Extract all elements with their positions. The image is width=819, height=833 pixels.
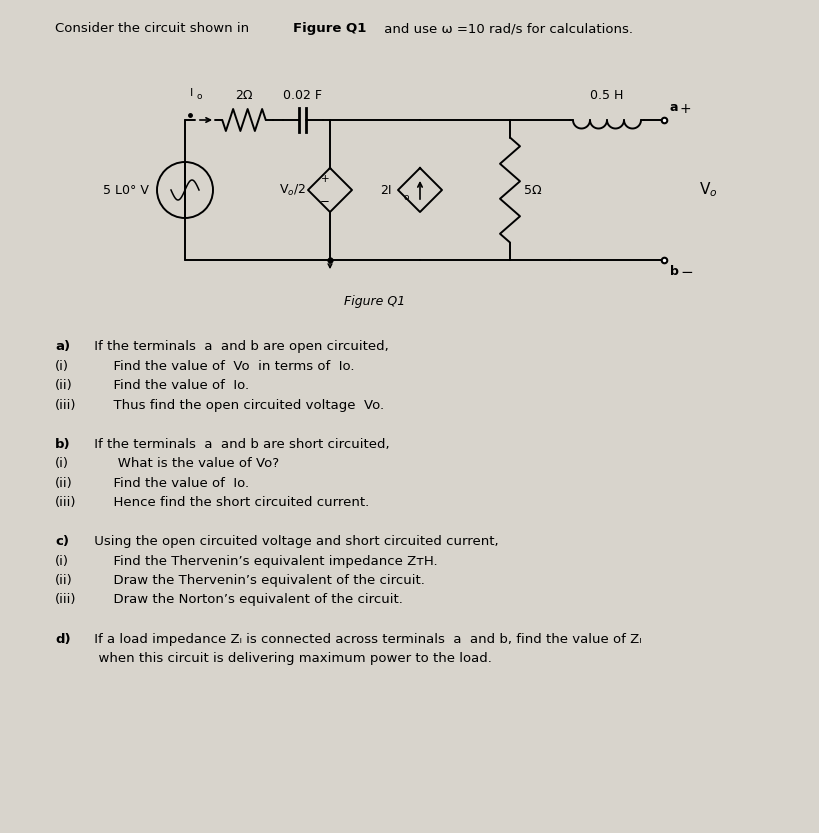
- Text: +: +: [679, 102, 690, 116]
- Text: b: b: [669, 265, 678, 278]
- Text: (iii): (iii): [55, 593, 76, 606]
- Text: I: I: [190, 88, 193, 98]
- Text: If a load impedance Zₗ is connected across terminals  a  and b, find the value o: If a load impedance Zₗ is connected acro…: [90, 632, 640, 646]
- Text: What is the value of Vo?: What is the value of Vo?: [105, 457, 278, 470]
- Text: +: +: [320, 174, 329, 184]
- Text: Figure Q1: Figure Q1: [344, 295, 405, 308]
- Text: Find the value of  Vo  in terms of  Io.: Find the value of Vo in terms of Io.: [105, 360, 354, 372]
- Text: 2I: 2I: [380, 183, 391, 197]
- Text: 0.02 F: 0.02 F: [283, 89, 322, 102]
- Text: 2Ω: 2Ω: [235, 89, 252, 102]
- Text: and use ω =10 rad/s for calculations.: and use ω =10 rad/s for calculations.: [379, 22, 632, 35]
- Text: V$_o$: V$_o$: [698, 181, 717, 199]
- Text: (ii): (ii): [55, 379, 73, 392]
- Text: Draw the Thervenin’s equivalent of the circuit.: Draw the Thervenin’s equivalent of the c…: [105, 574, 424, 587]
- Text: o: o: [197, 92, 202, 101]
- Text: (iii): (iii): [55, 398, 76, 412]
- Text: Find the value of  Io.: Find the value of Io.: [105, 476, 249, 490]
- Text: (i): (i): [55, 555, 69, 567]
- Text: a): a): [55, 340, 70, 353]
- Text: Find the Thervenin’s equivalent impedance ZᴛH.: Find the Thervenin’s equivalent impedanc…: [105, 555, 437, 567]
- Text: 5 L0° V: 5 L0° V: [103, 183, 149, 197]
- Text: (i): (i): [55, 457, 69, 470]
- Text: If the terminals  a  and b are open circuited,: If the terminals a and b are open circui…: [90, 340, 388, 353]
- Text: c): c): [55, 535, 69, 548]
- Text: V$_o$/2: V$_o$/2: [278, 182, 305, 197]
- Text: o: o: [403, 192, 408, 202]
- Text: (ii): (ii): [55, 476, 73, 490]
- Text: Hence find the short circuited current.: Hence find the short circuited current.: [105, 496, 369, 509]
- Text: b): b): [55, 437, 70, 451]
- Text: Thus find the open circuited voltage  Vo.: Thus find the open circuited voltage Vo.: [105, 398, 383, 412]
- Text: 5Ω: 5Ω: [523, 183, 541, 197]
- Text: (ii): (ii): [55, 574, 73, 587]
- Text: Using the open circuited voltage and short circuited current,: Using the open circuited voltage and sho…: [90, 535, 498, 548]
- Text: a: a: [669, 101, 677, 114]
- Text: (iii): (iii): [55, 496, 76, 509]
- Text: Draw the Norton’s equivalent of the circuit.: Draw the Norton’s equivalent of the circ…: [105, 593, 402, 606]
- Text: −: −: [319, 194, 329, 207]
- Text: Figure Q1: Figure Q1: [292, 22, 366, 35]
- Text: Consider the circuit shown in: Consider the circuit shown in: [55, 22, 253, 35]
- Text: −: −: [679, 265, 692, 280]
- Text: when this circuit is delivering maximum power to the load.: when this circuit is delivering maximum …: [90, 652, 491, 665]
- Text: d): d): [55, 632, 70, 646]
- Text: (i): (i): [55, 360, 69, 372]
- Text: If the terminals  a  and b are short circuited,: If the terminals a and b are short circu…: [90, 437, 389, 451]
- Text: 0.5 H: 0.5 H: [590, 89, 623, 102]
- Text: Find the value of  Io.: Find the value of Io.: [105, 379, 249, 392]
